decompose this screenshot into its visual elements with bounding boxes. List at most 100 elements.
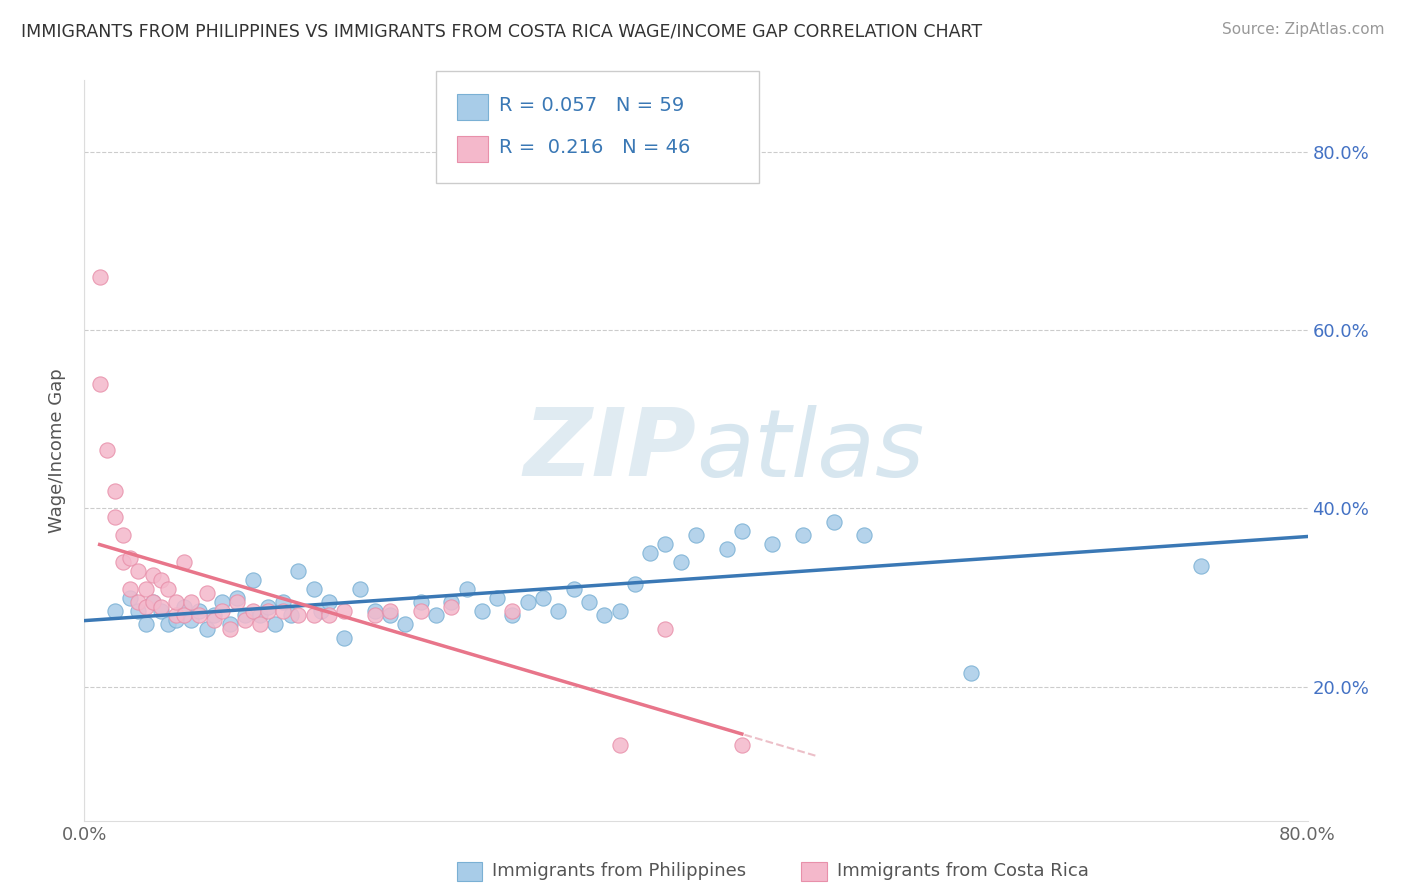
Point — [202, 613, 225, 627]
Point — [149, 604, 172, 618]
Point — [333, 604, 356, 618]
Point — [654, 537, 676, 551]
Point — [960, 666, 983, 681]
Point — [127, 595, 149, 609]
Point — [120, 582, 142, 596]
Point — [823, 515, 845, 529]
Point — [89, 269, 111, 284]
Text: R = 0.057   N = 59: R = 0.057 N = 59 — [499, 95, 685, 115]
Point — [249, 608, 271, 623]
Text: Immigrants from Philippines: Immigrants from Philippines — [492, 863, 747, 880]
Point — [242, 604, 264, 618]
Point — [271, 604, 294, 618]
Point — [180, 595, 202, 609]
Point — [104, 483, 127, 498]
Point — [1189, 559, 1212, 574]
Point — [547, 604, 569, 618]
Point — [149, 599, 172, 614]
Point — [264, 617, 287, 632]
Point — [531, 591, 554, 605]
Point — [249, 617, 271, 632]
Point — [111, 555, 134, 569]
Point — [380, 608, 402, 623]
Point — [349, 582, 371, 596]
Point — [104, 604, 127, 618]
Point — [716, 541, 738, 556]
Point — [89, 376, 111, 391]
Point — [188, 608, 211, 623]
Point — [218, 617, 240, 632]
Point — [271, 595, 294, 609]
Text: R =  0.216   N = 46: R = 0.216 N = 46 — [499, 137, 690, 157]
Point — [609, 604, 631, 618]
Point — [380, 604, 402, 618]
Point — [311, 604, 333, 618]
Text: atlas: atlas — [696, 405, 924, 496]
Point — [456, 582, 478, 596]
Point — [685, 528, 707, 542]
Point — [135, 582, 157, 596]
Point — [142, 595, 165, 609]
Point — [135, 599, 157, 614]
Point — [111, 528, 134, 542]
Point — [135, 617, 157, 632]
Point — [761, 537, 783, 551]
Point — [364, 608, 387, 623]
Point — [669, 555, 692, 569]
Y-axis label: Wage/Income Gap: Wage/Income Gap — [48, 368, 66, 533]
Point — [731, 738, 754, 752]
Point — [180, 613, 202, 627]
Point — [120, 591, 142, 605]
Point — [287, 608, 309, 623]
Point — [157, 582, 180, 596]
Point — [333, 631, 356, 645]
Point — [318, 608, 340, 623]
Point — [104, 510, 127, 524]
Point — [516, 595, 538, 609]
Point — [302, 582, 325, 596]
Point — [188, 604, 211, 618]
Point — [593, 608, 616, 623]
Point — [257, 604, 280, 618]
Point — [157, 617, 180, 632]
Point — [394, 617, 416, 632]
Point — [502, 608, 524, 623]
Point — [409, 604, 432, 618]
Point — [195, 622, 218, 636]
Point — [142, 568, 165, 582]
Point — [502, 604, 524, 618]
Point — [211, 604, 233, 618]
Point — [287, 564, 309, 578]
Point — [853, 528, 876, 542]
Point — [440, 595, 463, 609]
Point — [233, 613, 256, 627]
Point — [471, 604, 494, 618]
Point — [226, 595, 249, 609]
Point — [609, 738, 631, 752]
Point — [127, 604, 149, 618]
Point — [165, 613, 187, 627]
Point — [562, 582, 585, 596]
Point — [280, 608, 302, 623]
Point — [409, 595, 432, 609]
Point — [218, 622, 240, 636]
Point — [195, 586, 218, 600]
Point — [364, 604, 387, 618]
Point — [96, 443, 118, 458]
Point — [142, 595, 165, 609]
Point — [242, 573, 264, 587]
Point — [211, 595, 233, 609]
Point — [233, 608, 256, 623]
Text: Source: ZipAtlas.com: Source: ZipAtlas.com — [1222, 22, 1385, 37]
Point — [173, 555, 195, 569]
Point — [120, 550, 142, 565]
Text: Immigrants from Costa Rica: Immigrants from Costa Rica — [837, 863, 1088, 880]
Point — [302, 608, 325, 623]
Point — [624, 577, 647, 591]
Point — [792, 528, 814, 542]
Point — [149, 573, 172, 587]
Point — [127, 564, 149, 578]
Point — [173, 599, 195, 614]
Text: IMMIGRANTS FROM PHILIPPINES VS IMMIGRANTS FROM COSTA RICA WAGE/INCOME GAP CORREL: IMMIGRANTS FROM PHILIPPINES VS IMMIGRANT… — [21, 22, 983, 40]
Point — [318, 595, 340, 609]
